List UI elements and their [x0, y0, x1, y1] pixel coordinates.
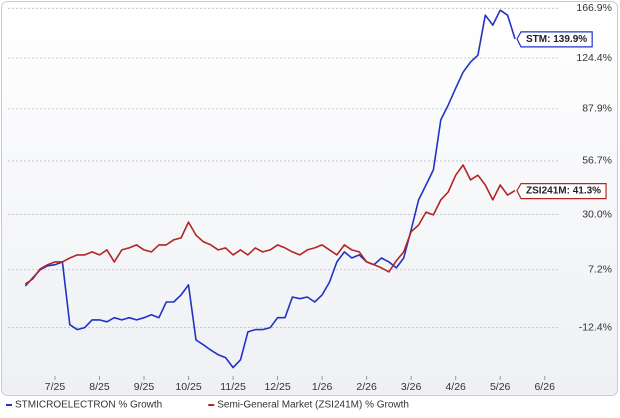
series-line: [24, 164, 516, 285]
x-tick-label: 1/26: [312, 381, 333, 393]
end-label-box: [516, 31, 593, 48]
x-tick-label: 6/26: [534, 381, 555, 393]
x-tick-label: 7/25: [45, 381, 66, 393]
y-tick-label: 166.9%: [576, 2, 612, 14]
y-tick-label: 124.4%: [576, 52, 612, 64]
end-label: STM: 139.9%: [526, 34, 587, 45]
x-tick-label: 12/25: [264, 381, 290, 393]
series-line: [24, 9, 516, 369]
x-tick-label: 8/25: [89, 381, 110, 393]
y-tick-label: 30.0%: [582, 208, 612, 220]
plot-frame: [1, 1, 618, 396]
end-label: ZSI241M: 41.3%: [526, 186, 601, 197]
legend-label: Semi-General Market (ZSI241M) % Growth: [217, 400, 409, 411]
y-tick-label: -12.4%: [579, 321, 612, 333]
x-tick-label: 10/25: [175, 381, 201, 393]
x-tick-label: 11/25: [220, 381, 246, 393]
x-tick-label: 2/26: [356, 381, 377, 393]
x-tick-label: 5/26: [490, 381, 511, 393]
legend-label: STMICROELECTRON % Growth: [15, 400, 162, 411]
x-tick-label: 4/26: [445, 381, 466, 393]
x-tick-label: 3/26: [401, 381, 422, 393]
y-tick-label: 7.2%: [588, 264, 612, 276]
x-tick-label: 9/25: [134, 381, 155, 393]
y-tick-label: 87.9%: [582, 103, 612, 115]
y-tick-label: 56.7%: [582, 155, 612, 167]
end-label-box: [516, 183, 607, 200]
